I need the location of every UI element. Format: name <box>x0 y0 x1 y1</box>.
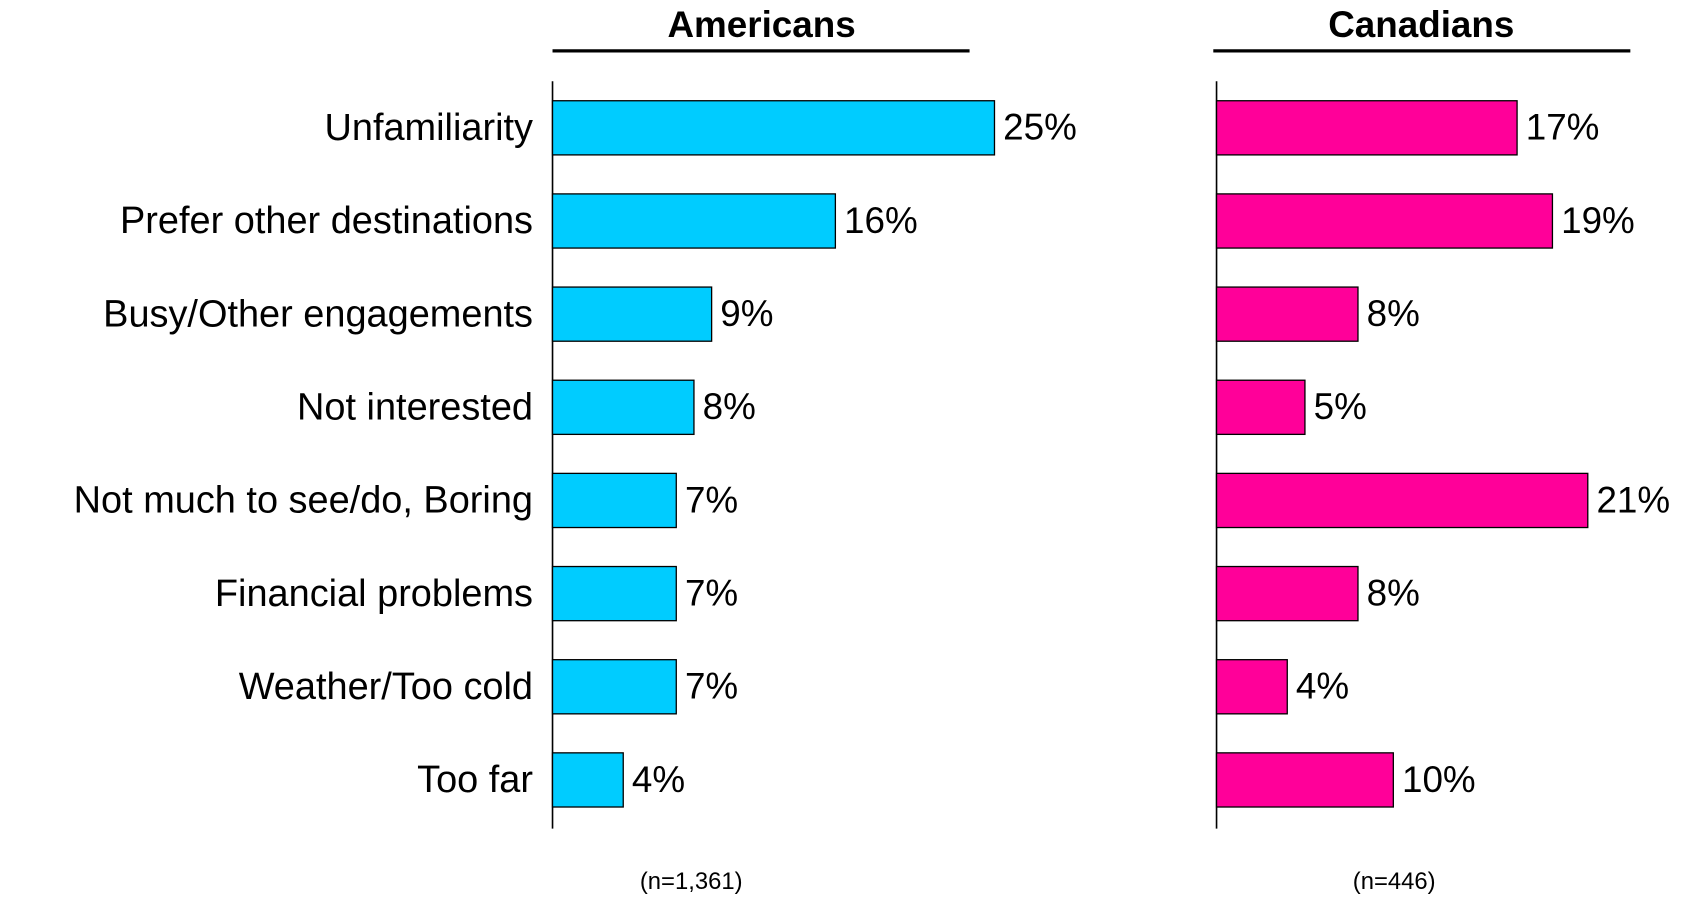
bar <box>551 659 677 715</box>
bar <box>551 472 677 529</box>
category-label: Unfamiliarity <box>324 107 533 149</box>
bar <box>551 100 996 156</box>
category-label: Busy/Other engagements <box>103 293 533 335</box>
bar <box>1215 100 1518 156</box>
bar <box>1215 193 1554 249</box>
value-label: 16% <box>844 200 918 241</box>
sample-note: (n=446) <box>1353 868 1436 895</box>
bar <box>551 379 695 436</box>
bar <box>551 193 837 249</box>
category-label: Not interested <box>297 386 533 428</box>
bar <box>1215 752 1394 808</box>
value-label: 21% <box>1596 479 1670 520</box>
category-label: Financial problems <box>215 573 533 615</box>
value-label: 10% <box>1402 759 1476 800</box>
panel-title: Canadians <box>1328 4 1514 45</box>
panel-title: Americans <box>667 4 855 45</box>
sample-note: (n=1,361) <box>640 868 743 895</box>
bar <box>1215 379 1306 436</box>
category-label: Too far <box>417 759 533 801</box>
value-label: 4% <box>632 759 685 800</box>
category-label: Not much to see/do, Boring <box>74 480 533 522</box>
bar <box>1215 286 1359 342</box>
bar <box>551 286 713 342</box>
value-label: 8% <box>1367 293 1420 334</box>
bar <box>551 752 624 808</box>
bar <box>1215 659 1288 715</box>
bar <box>1215 472 1589 529</box>
value-label: 17% <box>1526 107 1600 148</box>
value-label: 7% <box>685 572 738 613</box>
category-label: Prefer other destinations <box>120 200 533 242</box>
value-label: 7% <box>685 479 738 520</box>
value-label: 7% <box>685 666 738 707</box>
value-label: 8% <box>703 386 756 427</box>
category-label: Weather/Too cold <box>239 666 533 708</box>
value-label: 4% <box>1296 666 1349 707</box>
value-label: 5% <box>1314 386 1367 427</box>
value-label: 9% <box>720 293 773 334</box>
value-label: 8% <box>1367 572 1420 613</box>
value-label: 25% <box>1003 107 1077 148</box>
value-label: 19% <box>1561 200 1635 241</box>
bar <box>1215 565 1359 622</box>
bar <box>551 565 677 622</box>
